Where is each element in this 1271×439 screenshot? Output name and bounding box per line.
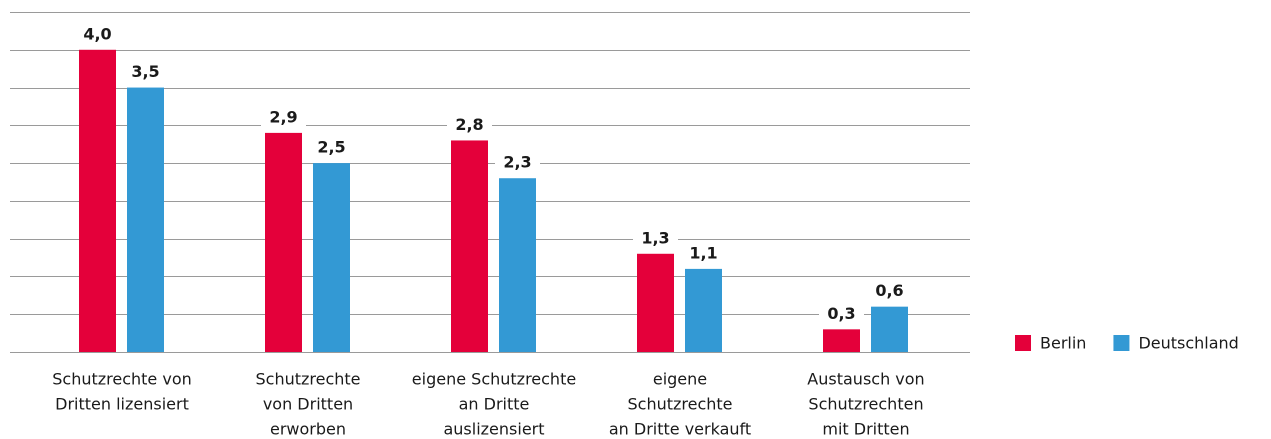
bar bbox=[127, 87, 164, 353]
value-label: 2,9 bbox=[269, 107, 297, 126]
bar bbox=[451, 140, 488, 352]
value-label: 4,0 bbox=[83, 24, 111, 43]
legend-swatch bbox=[1113, 335, 1130, 351]
label-bg bbox=[495, 152, 540, 175]
x-tick-label: von Dritten bbox=[263, 395, 353, 414]
bar bbox=[79, 49, 116, 353]
x-tick-label: eigene Schutzrechte bbox=[412, 370, 576, 389]
value-label: 1,1 bbox=[689, 243, 717, 262]
legend-label: Deutschland bbox=[1138, 334, 1238, 353]
x-tick-label: auslizensiert bbox=[443, 420, 544, 439]
bar bbox=[871, 306, 908, 352]
value-label: 2,3 bbox=[503, 153, 531, 172]
value-label: 2,8 bbox=[455, 115, 483, 134]
bar bbox=[499, 178, 536, 352]
value-label: 0,3 bbox=[827, 304, 855, 323]
label-bg bbox=[309, 137, 354, 160]
x-tick-label: an Dritte verkauft bbox=[609, 420, 751, 439]
x-tick-label: Schutzrechte bbox=[627, 395, 732, 414]
bar bbox=[313, 163, 350, 352]
x-tick-label: Schutzrechten bbox=[808, 395, 923, 414]
value-label: 0,6 bbox=[875, 281, 903, 300]
label-bg bbox=[75, 23, 120, 46]
legend-swatch bbox=[1015, 335, 1031, 351]
value-label: 3,5 bbox=[131, 62, 159, 81]
value-label: 1,3 bbox=[641, 228, 669, 247]
x-tick-label: Dritten lizensiert bbox=[55, 395, 189, 414]
x-tick-label: Schutzrechte von bbox=[52, 370, 192, 389]
label-bg bbox=[261, 106, 306, 129]
value-label: 2,5 bbox=[317, 138, 345, 157]
label-bg bbox=[819, 303, 864, 326]
x-tick-label: an Dritte bbox=[459, 395, 530, 414]
bar bbox=[637, 253, 674, 352]
label-bg bbox=[867, 280, 912, 303]
label-bg bbox=[123, 61, 168, 84]
label-bg bbox=[681, 242, 726, 265]
label-bg bbox=[633, 227, 678, 250]
legend-label: Berlin bbox=[1040, 334, 1086, 353]
x-tick-label: mit Dritten bbox=[822, 420, 909, 439]
x-tick-label: Schutzrechte bbox=[255, 370, 360, 389]
label-bg bbox=[447, 114, 492, 137]
bar bbox=[685, 268, 722, 352]
x-tick-label: eigene bbox=[653, 370, 707, 389]
x-tick-label: Austausch von bbox=[807, 370, 924, 389]
bar bbox=[265, 132, 302, 352]
x-tick-label: erworben bbox=[270, 420, 346, 439]
bar bbox=[823, 329, 860, 352]
